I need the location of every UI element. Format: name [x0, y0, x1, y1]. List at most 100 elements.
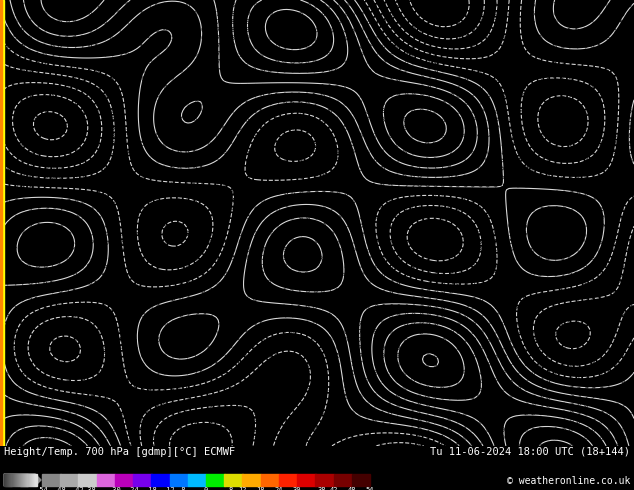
- Text: 7: 7: [342, 2, 349, 9]
- Text: 5: 5: [477, 67, 483, 74]
- Text: 3: 3: [582, 141, 588, 147]
- Text: 6: 6: [387, 50, 394, 58]
- Text: 5: 5: [177, 279, 183, 286]
- Text: 3: 3: [266, 369, 273, 376]
- Text: 6: 6: [109, 426, 116, 433]
- Text: 4: 4: [19, 320, 26, 327]
- Text: 6: 6: [349, 222, 356, 229]
- Text: 4: 4: [118, 166, 122, 171]
- Text: 4: 4: [590, 157, 595, 164]
- Text: 7: 7: [364, 51, 371, 58]
- Text: 9: 9: [86, 2, 94, 9]
- Text: 8: 8: [94, 10, 101, 17]
- Text: 3: 3: [529, 100, 536, 107]
- Text: 5: 5: [281, 181, 288, 189]
- Text: 3: 3: [268, 426, 273, 433]
- Text: 6: 6: [626, 2, 633, 9]
- Text: 4: 4: [244, 352, 251, 360]
- Text: 5: 5: [267, 190, 273, 196]
- Text: 4: 4: [499, 67, 506, 74]
- Text: 4: 4: [605, 84, 610, 90]
- Text: 7: 7: [19, 279, 26, 287]
- Text: 5: 5: [439, 279, 446, 287]
- Text: 7: 7: [358, 116, 363, 123]
- Text: 4: 4: [529, 59, 536, 66]
- Text: 3: 3: [552, 148, 559, 156]
- Text: 5: 5: [491, 295, 498, 303]
- Text: 8: 8: [304, 75, 311, 82]
- Text: 3: 3: [492, 43, 498, 49]
- Text: 5: 5: [372, 181, 378, 189]
- Text: 8: 8: [395, 141, 400, 147]
- Text: 2: 2: [575, 108, 580, 115]
- Text: 0: 0: [424, 132, 430, 140]
- Text: 7: 7: [559, 393, 566, 401]
- Text: 8: 8: [86, 434, 94, 441]
- Text: 4: 4: [514, 132, 521, 140]
- Text: 9: 9: [79, 2, 86, 9]
- Text: 5: 5: [126, 108, 130, 115]
- Text: 6: 6: [94, 43, 101, 50]
- Text: 0: 0: [515, 426, 520, 433]
- Text: 3: 3: [619, 287, 626, 294]
- Text: 7: 7: [341, 279, 349, 286]
- Text: 3: 3: [493, 26, 498, 33]
- Text: 6: 6: [259, 92, 266, 99]
- Text: 8: 8: [380, 92, 385, 98]
- Text: 6: 6: [537, 197, 543, 205]
- Text: 6: 6: [365, 149, 370, 155]
- Text: 2: 2: [169, 418, 176, 425]
- Text: 6: 6: [192, 295, 198, 303]
- Text: 5: 5: [454, 287, 461, 294]
- Text: 3: 3: [80, 353, 85, 360]
- Text: 6: 6: [545, 255, 551, 262]
- Text: 3: 3: [274, 148, 281, 156]
- Text: 3: 3: [0, 157, 4, 164]
- Text: q: q: [567, 442, 573, 450]
- Text: 8: 8: [252, 75, 258, 82]
- Text: 7: 7: [72, 410, 79, 417]
- Text: 6: 6: [544, 271, 551, 278]
- Text: 9: 9: [380, 337, 385, 343]
- Text: 5: 5: [125, 369, 130, 376]
- Text: 8: 8: [42, 263, 48, 270]
- Text: 5: 5: [126, 329, 130, 335]
- Text: 6: 6: [477, 295, 483, 303]
- Text: 9: 9: [388, 108, 392, 115]
- Text: 7: 7: [507, 369, 514, 376]
- Text: 6: 6: [0, 320, 4, 327]
- Text: 6: 6: [178, 43, 183, 49]
- Text: 3: 3: [582, 353, 588, 360]
- Text: 5: 5: [628, 100, 632, 106]
- Text: 4: 4: [320, 124, 325, 131]
- Text: 3: 3: [379, 0, 386, 1]
- Text: 6: 6: [530, 247, 535, 253]
- Text: 0: 0: [597, 442, 604, 449]
- Text: 4: 4: [320, 402, 325, 408]
- Text: 8: 8: [230, 51, 235, 58]
- Text: 3: 3: [146, 434, 153, 441]
- Text: 2: 2: [34, 157, 41, 164]
- Text: 2: 2: [230, 418, 235, 425]
- Text: 2: 2: [87, 117, 93, 123]
- Text: 6: 6: [522, 239, 527, 245]
- Text: 5: 5: [87, 287, 93, 294]
- Text: 4: 4: [508, 51, 512, 57]
- Text: 5: 5: [162, 26, 168, 33]
- Text: 6: 6: [200, 35, 205, 41]
- Text: 5: 5: [335, 361, 340, 368]
- Text: 6: 6: [245, 231, 250, 237]
- Text: 4: 4: [230, 198, 235, 204]
- Text: 3: 3: [57, 173, 63, 180]
- Text: 6: 6: [185, 27, 190, 33]
- Text: 6: 6: [297, 304, 303, 311]
- Text: 2: 2: [222, 418, 228, 425]
- Text: 9: 9: [373, 345, 377, 351]
- Text: 9: 9: [311, 263, 318, 270]
- Text: 4: 4: [567, 369, 573, 376]
- Text: 5: 5: [335, 353, 340, 359]
- Text: 0: 0: [410, 385, 415, 392]
- Text: 7: 7: [424, 295, 431, 303]
- Text: 6: 6: [64, 401, 71, 409]
- Text: 6: 6: [432, 426, 438, 433]
